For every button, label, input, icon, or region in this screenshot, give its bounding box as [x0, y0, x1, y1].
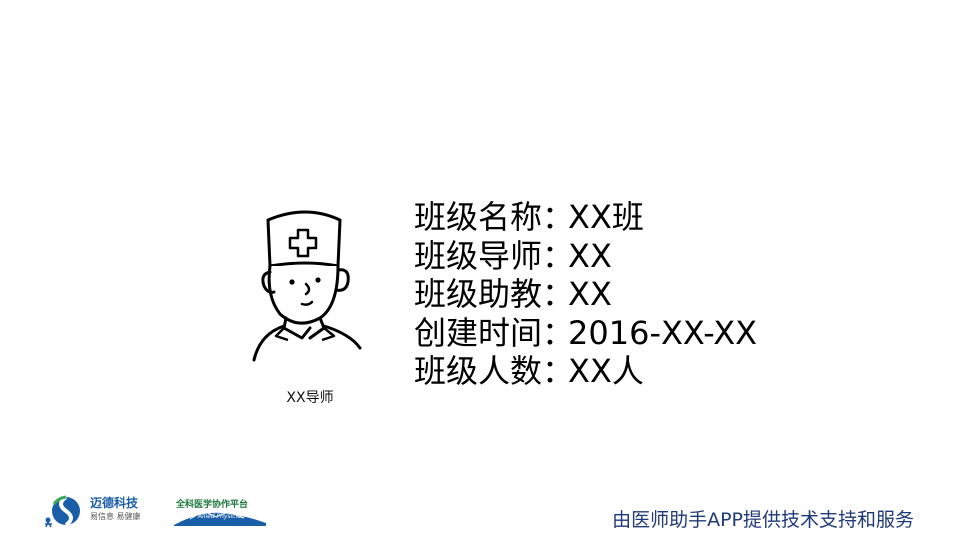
info-colon: ：: [542, 275, 575, 313]
info-colon: ：: [542, 236, 575, 275]
info-row-created: 创建时间：2016-XX-XX: [414, 314, 757, 353]
maide-logo-slogan: 易信息 易健康: [90, 512, 141, 521]
info-row-assistant: 班级助教：XX: [414, 275, 757, 314]
mountain-logo-icon: [174, 510, 266, 526]
info-row-class-name: 班级名称：XX班: [414, 198, 757, 237]
info-label: 班级导师: [414, 236, 543, 275]
info-colon: ：: [542, 352, 575, 390]
allied-logo-name: 全科医学协作平台: [176, 500, 249, 510]
info-value: XX: [568, 236, 612, 275]
info-label: 班级助教: [414, 275, 543, 313]
info-label: 班级人数: [414, 352, 543, 390]
tutor-caption: XX导师: [286, 390, 334, 406]
info-value: XX: [568, 275, 612, 313]
class-info: 班级名称：XX班 班级导师：XX 班级助教：XX 创建时间：2016-XX-XX…: [414, 198, 757, 391]
info-row-headcount: 班级人数：XX人: [414, 352, 757, 391]
info-colon: ：: [542, 198, 575, 236]
footer-credit: 由医师助手APP提供技术支持和服务: [612, 509, 914, 531]
maide-logo-name: 迈德科技: [90, 496, 139, 510]
maide-logo: 迈德科技 易信息 易健康: [44, 494, 144, 528]
doctor-illustration: [252, 210, 362, 362]
info-label: 创建时间: [414, 313, 543, 352]
info-row-tutor: 班级导师：XX: [414, 237, 757, 276]
info-value: XX班: [568, 198, 644, 236]
allied-physician-logo: 全科医学协作平台 Allied Physician: [170, 499, 270, 527]
info-value: 2016-XX-XX: [568, 313, 758, 352]
info-value: XX人: [568, 352, 644, 390]
maide-logo-icon: [45, 495, 80, 528]
info-label: 班级名称: [414, 198, 543, 236]
doctor-avatar: [246, 206, 366, 366]
medical-cross-icon: [288, 228, 318, 258]
allied-logo-sub: Allied Physician: [198, 513, 245, 520]
info-colon: ：: [542, 313, 575, 352]
